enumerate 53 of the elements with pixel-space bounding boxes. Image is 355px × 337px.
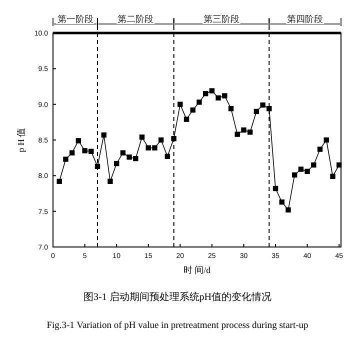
text: 第一阶段 [57, 14, 94, 24]
point [63, 156, 68, 162]
point [298, 166, 304, 172]
point [69, 150, 75, 156]
text: 第二阶段 [118, 14, 154, 24]
point [108, 178, 113, 184]
point [234, 132, 240, 137]
point [216, 95, 221, 101]
point [164, 154, 170, 160]
point [126, 154, 132, 160]
point [94, 164, 100, 169]
text: 第四阶段 [287, 14, 324, 24]
point [254, 108, 260, 114]
x-axis-title: 时 间/d [183, 265, 212, 275]
point [209, 88, 215, 94]
point [158, 137, 164, 143]
point [88, 148, 94, 154]
point [139, 134, 145, 140]
point [266, 106, 272, 112]
point [196, 100, 202, 105]
point [146, 145, 151, 150]
point [260, 102, 266, 108]
point [228, 106, 234, 112]
point [222, 93, 228, 98]
point [178, 102, 183, 107]
text: 第三阶段 [203, 14, 240, 24]
point [311, 162, 316, 168]
point [101, 132, 106, 138]
point [317, 146, 323, 152]
point [171, 136, 176, 142]
y-axis-title: p H 值 [16, 128, 26, 152]
point [152, 145, 158, 150]
point [120, 150, 126, 156]
point [56, 178, 62, 184]
caption: 图3-1 启动期间预处理系统pH值的变化情况 [83, 291, 272, 303]
point [292, 172, 298, 178]
point [324, 137, 329, 143]
point [184, 116, 190, 122]
point [272, 186, 278, 192]
point [76, 138, 82, 144]
point [202, 91, 208, 96]
point [190, 107, 196, 113]
point [241, 127, 246, 133]
point [279, 199, 284, 205]
point [330, 174, 336, 179]
point [133, 156, 138, 162]
point [82, 148, 88, 154]
point [247, 130, 253, 135]
point [286, 207, 291, 213]
point [304, 168, 310, 174]
point [336, 162, 342, 168]
caption: Fig.3-1 Variation of pH value in pretreatment process during start-up [46, 321, 309, 331]
point [114, 160, 120, 166]
